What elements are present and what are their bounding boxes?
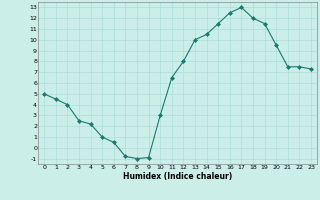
X-axis label: Humidex (Indice chaleur): Humidex (Indice chaleur) [123,172,232,181]
